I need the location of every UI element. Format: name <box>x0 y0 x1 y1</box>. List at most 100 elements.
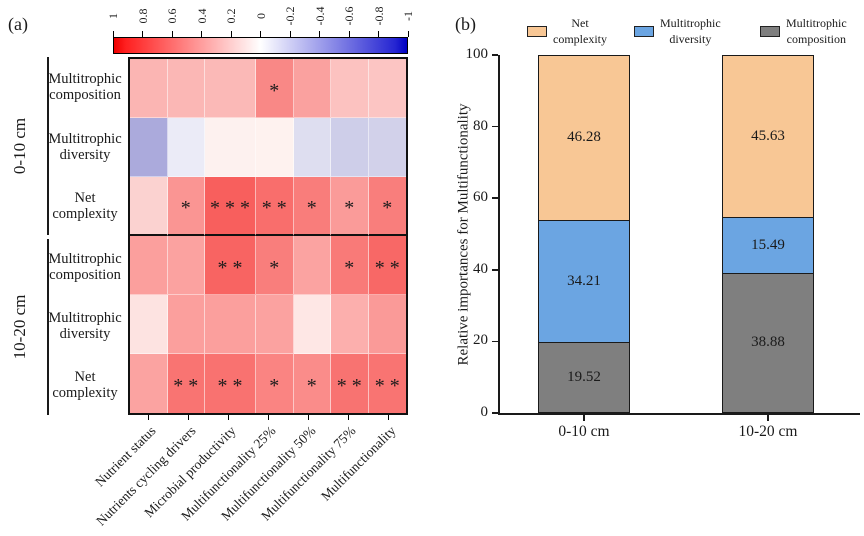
significance-stars: ** <box>173 375 204 397</box>
colorbar-tick <box>378 31 379 37</box>
legend-entry-multitrophic-diversity: Multitrophic diversity <box>634 16 721 47</box>
heatmap-cell: ** <box>368 236 406 295</box>
heatmap-cell <box>205 118 256 177</box>
legend-entry-net-complexity: Net complexity <box>527 16 607 47</box>
colorbar-tick <box>230 31 232 37</box>
colorbar-tick-label: -0.2 <box>282 6 297 26</box>
colorbar-tick <box>260 31 261 37</box>
heatmap-cell: *** <box>205 177 256 236</box>
colorbar-tick-label: 1 <box>105 13 120 19</box>
bar-chart-y-axis-title: Relative importances for Multifunctional… <box>455 103 472 366</box>
significance-stars: ** <box>261 197 292 219</box>
row-label-composition-10-20: Multitrophic composition <box>48 250 122 283</box>
x-axis-tick <box>583 415 585 421</box>
group-label-0-10: 0-10 cm <box>10 117 29 175</box>
legend-label-multitrophic-composition: Multitrophic composition <box>786 16 847 46</box>
significance-stars: * <box>344 256 360 279</box>
colorbar-tick <box>319 31 320 37</box>
y-axis-tick <box>492 340 498 343</box>
heatmap-cell: * <box>331 236 369 295</box>
heatmap-cell <box>331 295 369 354</box>
bar-segment-Multitrophic-composition: 19.52 <box>538 343 630 413</box>
x-axis-category-label: 0-10 cm <box>558 423 610 440</box>
significance-stars: ** <box>217 256 248 279</box>
heatmap-cell <box>167 295 205 354</box>
colorbar-tick-label: -0.4 <box>312 6 326 26</box>
bar-segment-Multitrophic-diversity: 15.49 <box>722 218 814 274</box>
heatmap-cell: * <box>293 177 331 236</box>
heatmap-cell: * <box>256 354 294 413</box>
heatmap-cell: * <box>167 177 205 236</box>
y-axis-tick-label: 40 <box>473 260 488 277</box>
panel-a-label: (a) <box>8 14 28 34</box>
heatmap-cell <box>368 295 406 354</box>
colorbar-tick-label: 0.2 <box>223 8 238 24</box>
y-axis-tick <box>492 197 498 199</box>
heatmap-cell <box>293 118 331 177</box>
heatmap-cell <box>205 59 256 118</box>
colorbar-tick-label: 0.8 <box>135 8 149 24</box>
heatmap-cell <box>130 59 168 118</box>
heatmap-cell <box>368 118 406 177</box>
significance-stars: * <box>306 375 322 397</box>
y-axis-tick <box>492 269 498 271</box>
heatmap-cell <box>331 118 369 177</box>
heatmap-cell <box>293 236 331 295</box>
legend-swatch-multitrophic-diversity <box>634 26 654 38</box>
row-label-diversity-10-20: Multitrophic diversity <box>48 309 122 342</box>
colorbar-tick <box>289 31 291 37</box>
colorbar-tick <box>407 31 409 37</box>
row-label-composition-0-10: Multitrophic composition <box>48 70 122 103</box>
heatmap-cell <box>205 295 256 354</box>
heatmap-cell <box>256 295 294 354</box>
bar-chart-y-axis <box>498 55 500 415</box>
row-label-diversity-0-10: Multitrophic diversity <box>48 130 122 163</box>
colorbar-tick <box>112 31 114 37</box>
y-axis-tick <box>492 125 498 128</box>
stacked-bar-0-10-cm: 46.28 34.21 19.52 <box>538 54 630 413</box>
colorbar-tick-label: 0.6 <box>164 8 179 24</box>
bar-chart-x-axis <box>498 413 860 415</box>
colorbar-tick <box>348 31 350 37</box>
group-bracket-0-10 <box>47 57 49 235</box>
heatmap-cell <box>293 59 331 118</box>
x-axis-category-label: 10-20 cm <box>738 423 798 440</box>
colorbar-tick-label: 0 <box>253 13 267 19</box>
legend-label-multitrophic-diversity: Multitrophic diversity <box>660 16 721 46</box>
heatmap-cell <box>293 295 331 354</box>
significance-stars: ** <box>374 256 405 279</box>
colorbar-tick-label: -0.6 <box>341 6 356 26</box>
heatmap-column-tick <box>388 415 389 420</box>
heatmap-column-tick <box>228 415 229 420</box>
heatmap-cell: ** <box>331 354 369 413</box>
heatmap-cell: * <box>293 354 331 413</box>
significance-stars: * <box>180 197 196 219</box>
colorbar-tick <box>171 31 173 37</box>
colorbar-tick-label: 0.4 <box>194 8 208 24</box>
significance-stars: * <box>344 197 360 219</box>
significance-stars: ** <box>217 375 248 397</box>
colorbar-tick-label: -1 <box>400 11 415 21</box>
y-axis-tick-label: 100 <box>465 46 489 62</box>
heatmap-cell: ** <box>205 236 256 295</box>
y-axis-tick-label: 80 <box>473 117 488 134</box>
y-axis-tick <box>492 54 498 56</box>
row-label-complexity-10-20: Net complexity <box>52 368 118 401</box>
heatmap-cell: ** <box>368 354 406 413</box>
heatmap-cell: * <box>256 236 294 295</box>
y-axis-tick <box>492 412 498 414</box>
heatmap-cell <box>167 236 205 295</box>
heatmap-cell <box>130 118 168 177</box>
heatmap-cell: * <box>368 177 406 236</box>
heatmap-cell <box>368 59 406 118</box>
row-label-complexity-0-10: Net complexity <box>52 189 118 222</box>
heatmap-cell <box>167 59 205 118</box>
bar-segment-Net-complexity: 45.63 <box>722 55 814 219</box>
heatmap-cell <box>130 354 168 413</box>
colorbar-tick <box>201 31 202 37</box>
heatmap-cell <box>256 118 294 177</box>
significance-stars: * <box>382 197 398 219</box>
heatmap-cell: * <box>331 177 369 236</box>
heatmap-cell <box>130 177 168 236</box>
